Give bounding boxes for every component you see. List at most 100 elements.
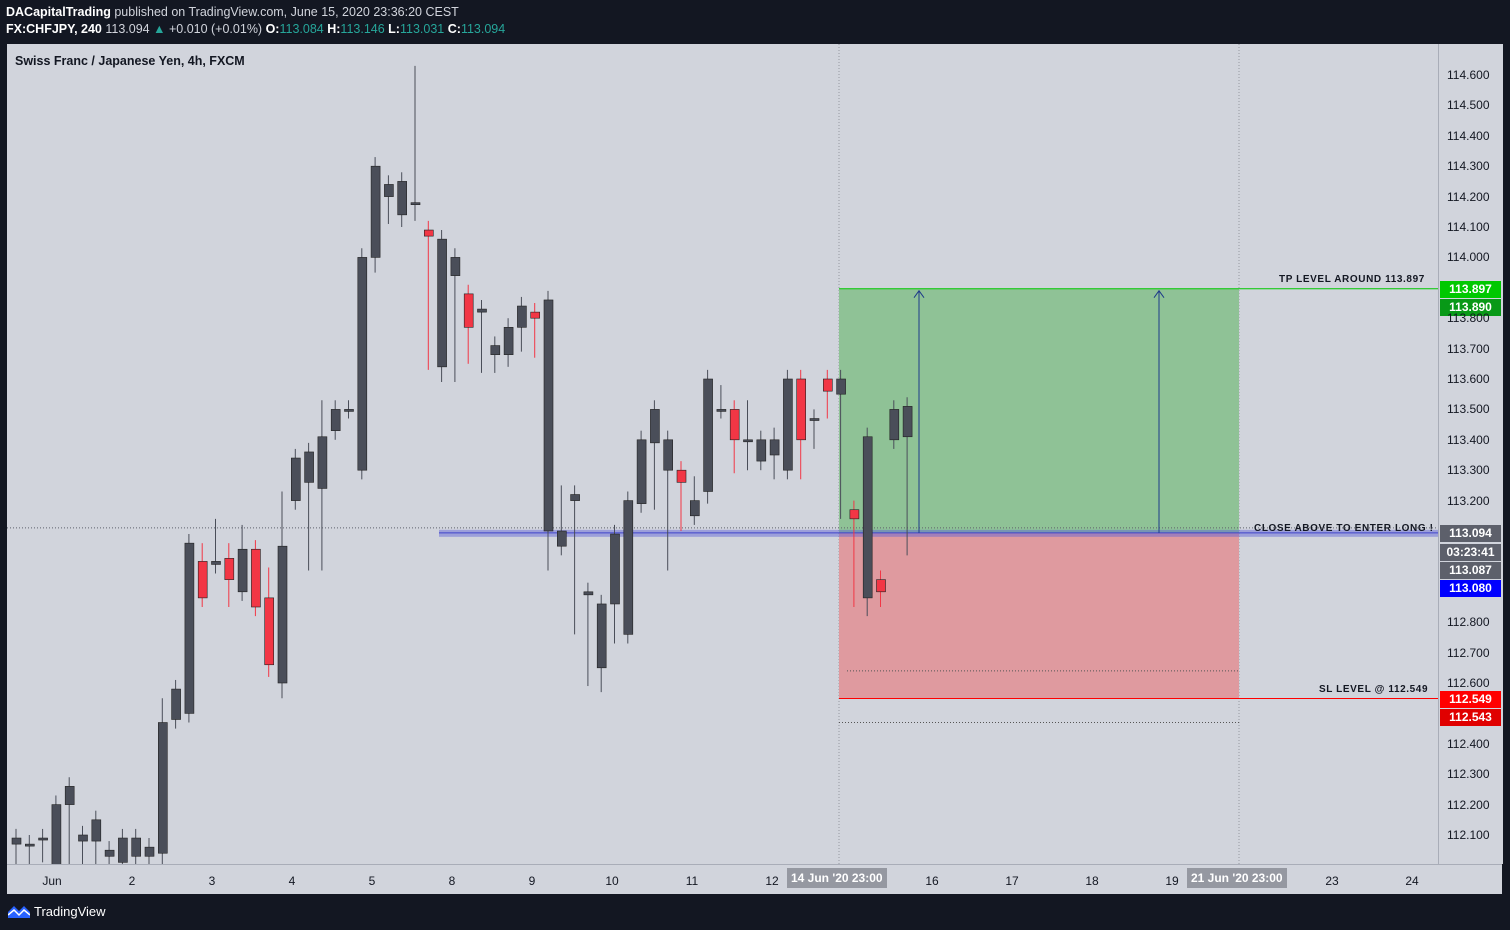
symbol-ohlc: FX:CHFJPY, 240 113.094 ▲ +0.010 (+0.01%)…	[6, 22, 505, 36]
candle-body[interactable]	[171, 688, 181, 720]
candle-body[interactable]	[264, 597, 275, 666]
candle-body[interactable]	[158, 722, 168, 854]
candle-body[interactable]	[729, 409, 740, 441]
candle-body[interactable]	[783, 378, 793, 471]
candle-body[interactable]	[237, 548, 248, 593]
candle-body[interactable]	[876, 579, 886, 593]
candle-body[interactable]	[570, 494, 580, 501]
symbol-label[interactable]: FX:CHFJPY, 240	[6, 22, 102, 36]
low-value: 113.031	[399, 22, 445, 36]
candle-body[interactable]	[197, 561, 208, 599]
candle-body[interactable]	[689, 500, 700, 517]
price-tick: 113.500	[1447, 402, 1490, 417]
candle-body[interactable]	[344, 409, 354, 412]
high-value: 113.146	[340, 22, 385, 36]
chart-pane[interactable]: Swiss Franc / Japanese Yen, 4h, FXCM TP …	[7, 44, 1438, 864]
candle-body[interactable]	[490, 345, 501, 355]
candle-body[interactable]	[118, 837, 128, 863]
countdown-label: 03:23:41	[1440, 544, 1501, 561]
stop-loss-zone[interactable]	[839, 532, 1239, 699]
candle-body[interactable]	[796, 378, 807, 441]
candle-body[interactable]	[676, 469, 687, 483]
candle-body[interactable]	[437, 238, 447, 368]
candle-body[interactable]	[38, 837, 48, 841]
entry-annotation[interactable]: CLOSE ABOVE TO ENTER LONG !	[1254, 523, 1434, 534]
level-gray-label: 113.087	[1440, 562, 1501, 579]
candle-body[interactable]	[357, 257, 368, 471]
author-name[interactable]: DACapitalTrading	[6, 5, 111, 19]
candle-body[interactable]	[650, 409, 660, 444]
low-label: L:	[388, 22, 400, 36]
time-axis[interactable]: 2423221918171615121110985432Jun 14 Jun '…	[7, 864, 1502, 895]
candle-body[interactable]	[78, 834, 88, 842]
candle-body[interactable]	[809, 418, 820, 421]
candle-body[interactable]	[822, 378, 833, 392]
candle-body[interactable]	[104, 849, 115, 857]
time-tick: 18	[1085, 874, 1099, 888]
footer-brand[interactable]: TradingView	[34, 904, 106, 919]
candle-body[interactable]	[517, 305, 527, 328]
tradingview-logo-icon[interactable]	[8, 904, 30, 918]
candle-body[interactable]	[543, 299, 554, 532]
candle-body[interactable]	[862, 436, 873, 599]
candle-body[interactable]	[330, 409, 341, 431]
candle-body[interactable]	[224, 558, 235, 580]
candle-body[interactable]	[530, 311, 541, 319]
candle-body[interactable]	[304, 451, 314, 483]
candle-body[interactable]	[423, 229, 434, 237]
candle-body[interactable]	[663, 439, 674, 471]
candle-body[interactable]	[317, 436, 328, 489]
candle-body[interactable]	[623, 500, 634, 635]
time-tick: 23	[1325, 874, 1339, 888]
candle-body[interactable]	[91, 819, 102, 842]
candle-body[interactable]	[849, 509, 860, 520]
candle-body[interactable]	[716, 409, 727, 412]
candle-body[interactable]	[836, 378, 846, 395]
candle-body[interactable]	[596, 603, 607, 669]
candle-body[interactable]	[703, 378, 713, 492]
candle-body[interactable]	[889, 409, 900, 441]
candle-body[interactable]	[211, 561, 221, 565]
time-tick: 8	[448, 874, 456, 888]
candle-body[interactable]	[769, 439, 780, 456]
candle-body[interactable]	[636, 439, 647, 504]
candle-body[interactable]	[251, 548, 261, 608]
time-tick: 9	[528, 874, 536, 888]
candle-body[interactable]	[477, 308, 487, 313]
candle-body[interactable]	[144, 846, 155, 857]
candle-body[interactable]	[24, 843, 35, 847]
candle-body[interactable]	[384, 184, 394, 197]
time-tick: 4	[288, 874, 296, 888]
range-start-box: 14 Jun '20 23:00	[787, 868, 887, 888]
candle-body[interactable]	[131, 837, 141, 857]
candle-body[interactable]	[463, 293, 474, 328]
candle-body[interactable]	[743, 439, 753, 443]
candle-body[interactable]	[902, 406, 913, 438]
time-tick: 10	[605, 874, 619, 888]
candle-body[interactable]	[410, 202, 421, 205]
candle-body[interactable]	[556, 530, 567, 547]
candle-body[interactable]	[610, 533, 620, 605]
candle-body[interactable]	[184, 542, 195, 714]
sl-annotation[interactable]: SL LEVEL @ 112.549	[1319, 684, 1429, 695]
range-end-box: 21 Jun '20 23:00	[1187, 868, 1287, 888]
candle-body[interactable]	[370, 165, 381, 258]
candle-body[interactable]	[756, 439, 767, 462]
candle-body[interactable]	[51, 804, 62, 864]
price-axis[interactable]: 113.897 113.890 113.094 03:23:41 113.087…	[1438, 44, 1503, 864]
open-value: 113.084	[279, 22, 324, 36]
time-tick: 11	[685, 874, 699, 888]
candle-body[interactable]	[290, 457, 301, 501]
candle-body[interactable]	[64, 786, 75, 805]
publish-header: DACapitalTrading published on TradingVie…	[0, 0, 1510, 44]
candle-body[interactable]	[503, 327, 514, 355]
candle-body[interactable]	[583, 591, 594, 596]
candle-body[interactable]	[277, 545, 288, 684]
candle-body[interactable]	[11, 837, 22, 845]
candle-body[interactable]	[450, 257, 461, 276]
candle-body[interactable]	[397, 181, 408, 216]
tp-annotation[interactable]: TP LEVEL AROUND 113.897	[1279, 274, 1425, 285]
price-tick: 112.700	[1447, 645, 1490, 660]
close-label: C:	[447, 22, 461, 36]
chart-canvas[interactable]	[7, 44, 1438, 864]
